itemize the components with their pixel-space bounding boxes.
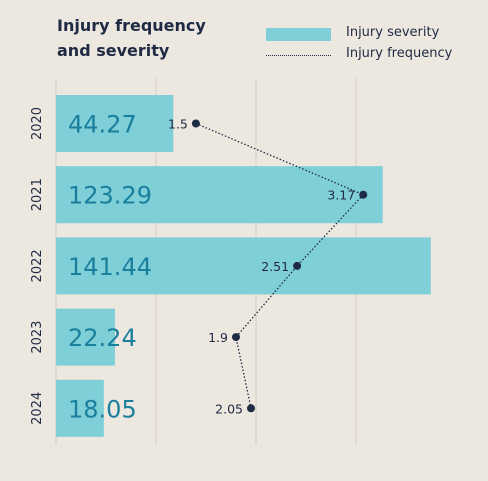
frequency-point xyxy=(359,190,368,199)
frequency-point xyxy=(247,404,256,413)
bar-2021 xyxy=(56,166,383,224)
frequency-value-label: 1.9 xyxy=(208,330,228,345)
y-tick-label: 2024 xyxy=(30,392,45,425)
chart-title-line-1: Injury frequency xyxy=(57,16,206,35)
frequency-point xyxy=(191,119,200,128)
legend-label-frequency: Injury frequency xyxy=(346,46,453,61)
frequency-value-label: 2.05 xyxy=(215,401,243,416)
legend-swatch-severity xyxy=(266,28,331,41)
bar-2023 xyxy=(56,308,115,366)
bar-2024 xyxy=(56,379,104,437)
bar-2020 xyxy=(56,95,174,152)
chart-title: Injury frequency and severity xyxy=(57,13,206,63)
y-tick-label: 2020 xyxy=(30,107,45,140)
bar-value-label: 44.27 xyxy=(68,111,137,139)
y-tick-label: 2022 xyxy=(30,249,45,282)
chart-title-line-2: and severity xyxy=(57,41,170,60)
bar-2022 xyxy=(56,237,431,295)
frequency-value-label: 3.17 xyxy=(327,188,355,203)
frequency-point xyxy=(231,333,240,342)
bar-value-label: 18.05 xyxy=(68,395,137,423)
legend-swatch-frequency xyxy=(266,55,331,56)
bar-value-label: 22.24 xyxy=(68,324,137,352)
legend-label-severity: Injury severity xyxy=(346,25,440,40)
bar-value-label: 123.29 xyxy=(68,182,152,210)
frequency-point xyxy=(293,261,302,270)
frequency-value-label: 2.51 xyxy=(261,259,289,274)
bar-value-label: 141.44 xyxy=(68,253,152,281)
frequency-value-label: 1.5 xyxy=(168,117,188,132)
y-tick-label: 2023 xyxy=(30,321,45,354)
y-tick-label: 2021 xyxy=(30,178,45,211)
